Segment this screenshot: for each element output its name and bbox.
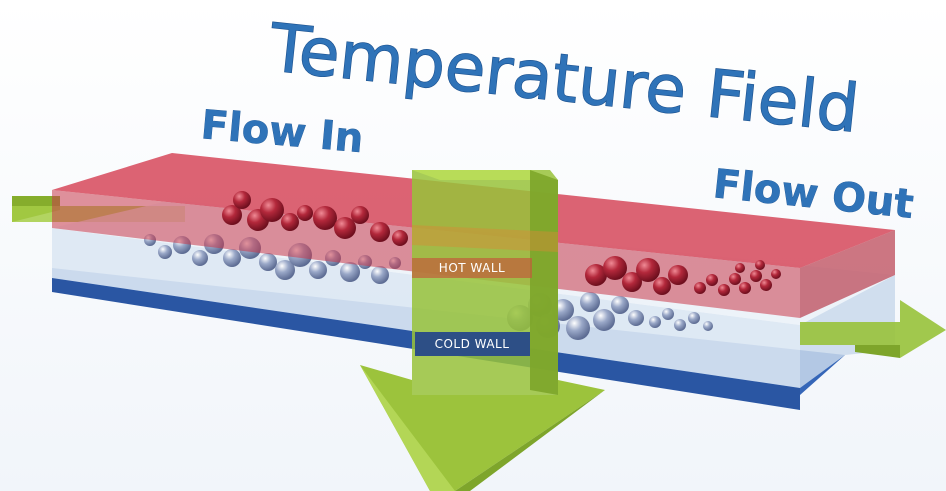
hot-wall-label: HOT WALL: [439, 261, 505, 275]
hot-wall-tag: HOT WALL: [412, 258, 532, 278]
cold-wall-label: COLD WALL: [435, 337, 510, 351]
hot-bubbles: [222, 191, 781, 296]
cold-wall-tag: COLD WALL: [415, 332, 530, 356]
outlet-arrow: [800, 300, 946, 358]
